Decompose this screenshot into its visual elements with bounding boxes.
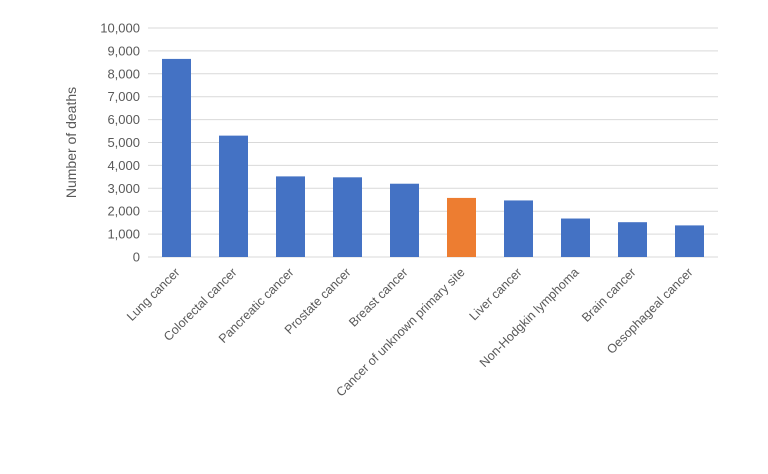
y-tick-label: 7,000 xyxy=(107,89,140,104)
x-category-label: Brain cancer xyxy=(579,265,639,325)
x-category-label: Breast cancer xyxy=(346,265,410,329)
y-tick-label: 5,000 xyxy=(107,135,140,150)
x-category-label: Lung cancer xyxy=(124,265,183,324)
y-axis-ticks: 0 1,000 2,000 3,000 4,000 5,000 6,000 7,000 8,00… xyxy=(100,21,140,265)
bar xyxy=(447,197,476,257)
bar xyxy=(504,200,533,257)
y-axis-title: Number of deaths xyxy=(63,87,79,198)
bar xyxy=(618,222,647,257)
y-tick-label: 2,000 xyxy=(107,204,140,219)
y-tick-label: 6,000 xyxy=(107,112,140,127)
y-tick-label: 1,000 xyxy=(107,227,140,242)
bar xyxy=(333,177,362,257)
bars xyxy=(162,58,704,257)
bar xyxy=(219,135,248,257)
bar xyxy=(675,225,704,257)
bar xyxy=(561,218,590,257)
bar xyxy=(276,176,305,257)
y-tick-label: 10,000 xyxy=(100,21,140,36)
y-tick-label: 8,000 xyxy=(107,66,140,81)
y-tick-label: 0 xyxy=(133,250,140,265)
bar xyxy=(162,58,191,257)
x-category-label: Cancer of unknown primary site xyxy=(333,265,467,399)
bar xyxy=(390,183,419,257)
y-tick-label: 4,000 xyxy=(107,158,140,173)
x-category-label: Liver cancer xyxy=(467,265,525,323)
y-tick-label: 3,000 xyxy=(107,181,140,196)
x-category-label: Non-Hodgkin lymphoma xyxy=(477,265,582,370)
y-tick-label: 9,000 xyxy=(107,43,140,58)
